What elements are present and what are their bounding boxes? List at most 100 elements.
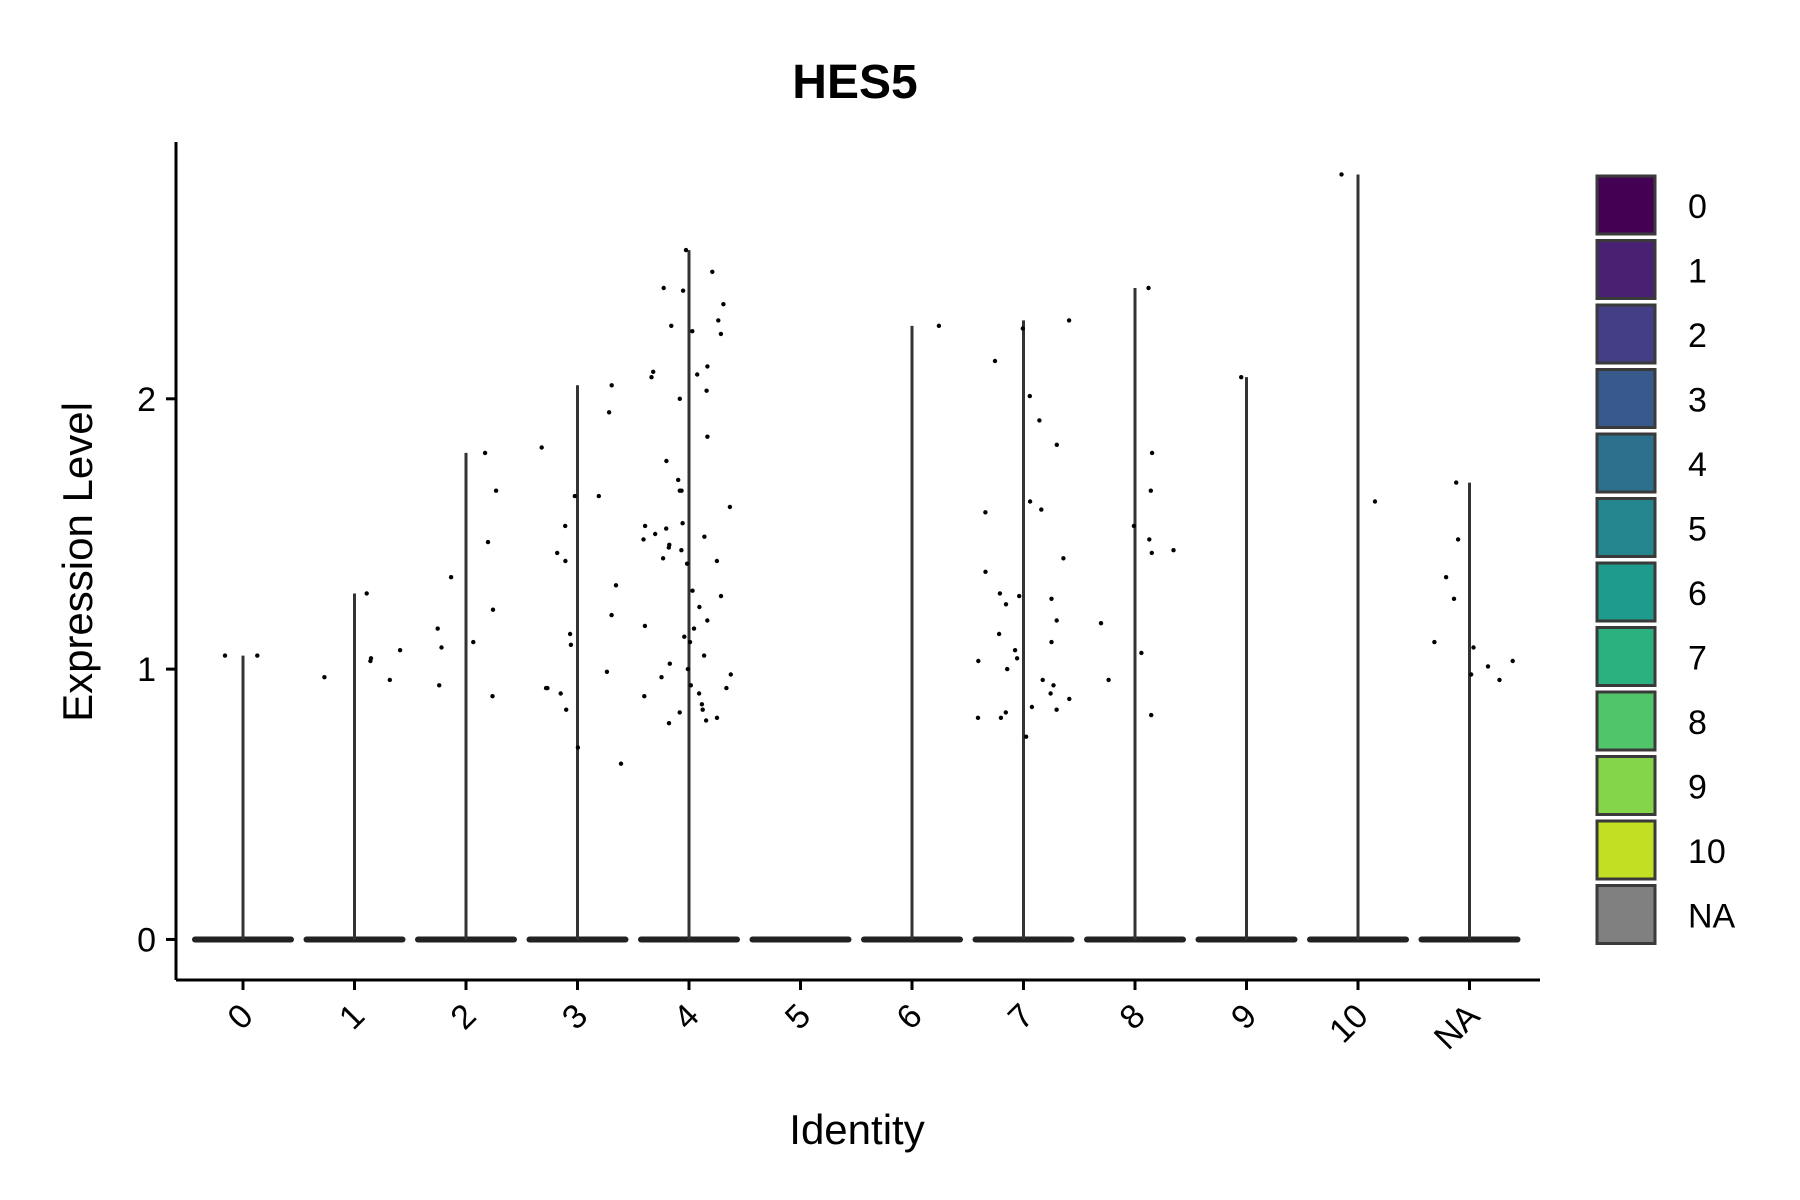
legend-swatch-9 xyxy=(1595,755,1657,816)
y-tick-label-1: 1 xyxy=(137,651,156,689)
data-point-8-4 xyxy=(1147,537,1152,542)
data-point-3-2 xyxy=(539,445,544,450)
legend-label-0: 0 xyxy=(1688,188,1707,226)
data-point-4-26 xyxy=(641,537,646,542)
data-point-7-16 xyxy=(996,631,1002,637)
legend-label-NA: NA xyxy=(1688,898,1736,936)
data-point-4-43 xyxy=(685,666,691,672)
x-tick-label-0: 0 xyxy=(220,997,260,1037)
data-point-2-8 xyxy=(437,683,442,688)
data-point-NA-0 xyxy=(1454,480,1459,485)
data-point-2-3 xyxy=(448,575,454,580)
data-point-3-18 xyxy=(618,761,624,766)
data-point-4-4 xyxy=(721,302,726,307)
legend-swatch-10 xyxy=(1595,819,1657,881)
y-axis-title: Expression Level xyxy=(54,402,101,722)
data-point-2-9 xyxy=(490,694,495,699)
data-point-7-18 xyxy=(1012,648,1018,653)
data-point-7-21 xyxy=(1005,666,1010,672)
data-point-4-54 xyxy=(703,718,709,723)
x-tick-label-3: 3 xyxy=(555,997,595,1037)
x-tick-label-6: 6 xyxy=(889,997,929,1037)
data-point-7-24 xyxy=(1048,691,1053,696)
data-point-NA-5 xyxy=(1471,645,1476,650)
x-tick-label-9: 9 xyxy=(1224,997,1264,1037)
data-point-4-33 xyxy=(690,588,695,593)
data-point-4-25 xyxy=(702,534,707,539)
data-point-1-1 xyxy=(397,648,403,653)
data-point-10-1 xyxy=(1372,499,1378,504)
legend-swatch-0 xyxy=(1595,174,1657,236)
x-axis-ticks: 0 1 2 3 4 5 6 7 8 9 10 NA xyxy=(220,980,1487,1057)
legend-swatch-7 xyxy=(1595,626,1657,687)
data-point-4-53 xyxy=(714,715,720,720)
data-point-4-31 xyxy=(714,558,720,564)
data-point-7-29 xyxy=(975,715,981,720)
data-point-2-6 xyxy=(471,639,476,645)
data-point-4-6 xyxy=(669,323,674,328)
data-point-4-12 xyxy=(649,375,654,380)
data-point-7-13 xyxy=(1049,596,1054,601)
x-tick-label-1: 1 xyxy=(332,997,372,1037)
legend-swatch-8 xyxy=(1595,690,1657,752)
data-point-4-39 xyxy=(682,634,687,639)
data-point-8-0 xyxy=(1146,285,1151,291)
data-point-4-55 xyxy=(666,721,672,726)
data-point-4-45 xyxy=(659,675,664,680)
data-point-2-5 xyxy=(435,626,440,631)
data-point-4-10 xyxy=(651,369,656,374)
data-point-7-12 xyxy=(1017,593,1022,599)
data-point-4-14 xyxy=(677,396,682,401)
data-point-4-22 xyxy=(642,523,648,529)
data-point-3-15 xyxy=(558,691,563,696)
data-point-7-28 xyxy=(1003,710,1008,715)
y-axis-ticks: 0 1 2 xyxy=(137,381,176,959)
data-point-7-7 xyxy=(1039,507,1044,512)
legend-label-10: 10 xyxy=(1688,833,1726,871)
data-point-7-0 xyxy=(1066,318,1072,323)
data-point-7-14 xyxy=(1003,602,1009,607)
data-point-3-16 xyxy=(564,707,569,712)
data-point-0-0 xyxy=(255,653,260,658)
legend-label-1: 1 xyxy=(1688,253,1707,291)
data-point-8-9 xyxy=(1106,677,1111,683)
data-point-4-8 xyxy=(718,331,724,337)
legend-swatch-6 xyxy=(1595,561,1657,623)
data-point-4-48 xyxy=(696,691,702,696)
data-point-3-14 xyxy=(543,685,549,691)
data-point-3-11 xyxy=(568,642,574,647)
data-point-4-44 xyxy=(728,672,733,677)
data-point-4-50 xyxy=(699,702,705,707)
data-point-2-7 xyxy=(439,645,444,650)
data-point-3-8 xyxy=(613,583,619,588)
data-point-4-7 xyxy=(690,329,695,334)
data-point-4-11 xyxy=(695,372,700,377)
legend-label-3: 3 xyxy=(1688,382,1707,420)
legend-swatch-4 xyxy=(1595,432,1657,494)
data-point-4-47 xyxy=(724,685,729,691)
data-point-NA-9 xyxy=(1497,677,1502,683)
data-point-4-5 xyxy=(716,318,721,323)
data-point-4-21 xyxy=(680,521,685,526)
data-point-4-51 xyxy=(700,707,705,712)
x-tick-label-5: 5 xyxy=(778,997,818,1037)
data-point-4-28 xyxy=(666,545,671,550)
data-point-3-6 xyxy=(555,550,560,556)
data-point-3-5 xyxy=(563,523,568,529)
legend-swatch-3 xyxy=(1595,368,1657,429)
data-point-4-52 xyxy=(677,710,682,715)
data-point-8-3 xyxy=(1131,523,1137,529)
data-point-4-46 xyxy=(688,683,693,688)
legend-label-4: 4 xyxy=(1688,446,1707,484)
data-point-7-19 xyxy=(1014,656,1020,661)
data-point-7-5 xyxy=(1054,442,1060,447)
legend-label-8: 8 xyxy=(1688,704,1707,742)
data-point-4-32 xyxy=(684,561,690,566)
data-point-2-0 xyxy=(482,450,488,456)
data-point-8-5 xyxy=(1171,548,1176,553)
data-point-7-4 xyxy=(1037,418,1042,423)
data-point-1-4 xyxy=(322,675,327,680)
data-point-2-1 xyxy=(493,488,499,493)
data-point-7-17 xyxy=(1049,639,1054,645)
data-point-4-17 xyxy=(676,477,681,483)
